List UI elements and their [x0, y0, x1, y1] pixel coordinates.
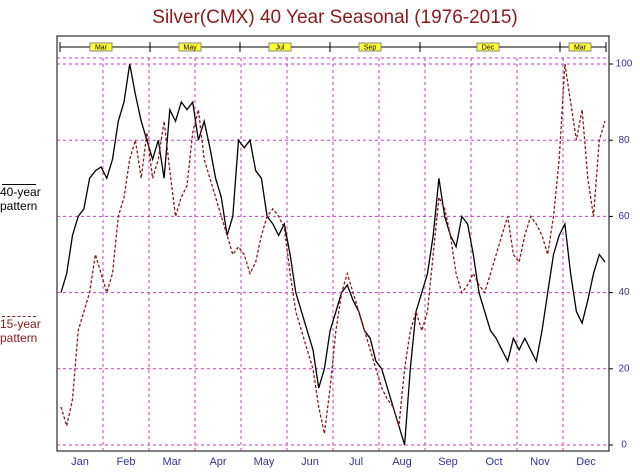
top-marker — [476, 42, 500, 52]
x-tick-label: Mar — [163, 456, 182, 468]
x-tick-label: Apr — [209, 456, 226, 468]
top-marker-label: Mar — [95, 44, 108, 51]
series-line — [60, 63, 606, 446]
top-marker — [568, 42, 592, 52]
legend-entry: 15-year pattern — [0, 316, 52, 345]
x-tick-label: May — [254, 456, 275, 468]
top-marker — [358, 42, 382, 52]
y-tick-label: 0 — [621, 440, 627, 451]
top-marker-label: Dec — [482, 44, 495, 51]
top-marker — [89, 42, 113, 52]
x-tick-label: Jul — [349, 456, 363, 468]
x-tick-label: Oct — [485, 456, 502, 468]
top-marker — [268, 42, 292, 52]
legend-entry: 40-year pattern — [0, 184, 52, 213]
x-tick-label: Nov — [530, 456, 550, 468]
x-tick-label: Aug — [392, 456, 412, 468]
y-tick-label: 100 — [616, 59, 633, 70]
chart-title: Silver(CMX) 40 Year Seasonal (1976-2015) — [152, 7, 517, 28]
x-tick-label: Sep — [438, 456, 458, 468]
top-marker-label: Jul — [276, 44, 285, 51]
series-line — [60, 63, 606, 434]
y-tick-label: 60 — [618, 211, 630, 222]
top-marker-label: Mar — [574, 44, 587, 51]
x-tick-label: Dec — [576, 456, 596, 468]
x-tick-label: Feb — [117, 456, 136, 468]
y-tick-label: 40 — [618, 287, 630, 298]
x-tick-label: Jun — [301, 456, 319, 468]
y-tick-label: 20 — [618, 363, 630, 374]
y-tick-label: 80 — [618, 135, 630, 146]
legend-label: 40-year pattern — [0, 185, 41, 213]
x-tick-label: Jan — [71, 456, 89, 468]
legend-line — [2, 316, 36, 317]
top-marker — [178, 42, 202, 52]
top-marker-label: May — [183, 44, 197, 51]
legend-label: 15-year pattern — [0, 317, 41, 345]
legend-line — [2, 184, 36, 185]
top-marker-label: Sep — [364, 44, 377, 51]
